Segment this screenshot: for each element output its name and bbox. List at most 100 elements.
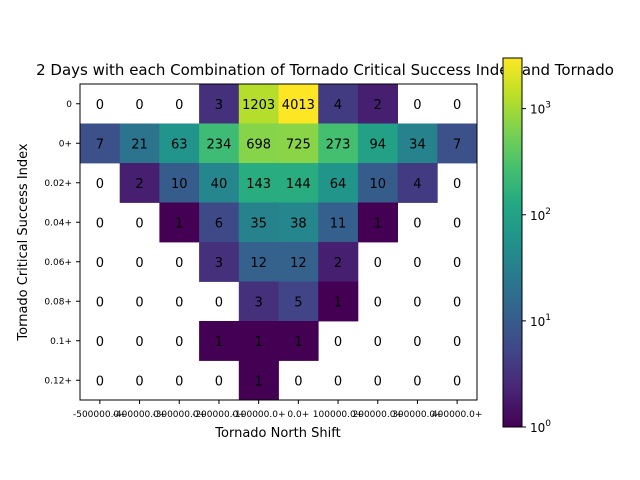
cell-value-label: 6 bbox=[215, 216, 223, 231]
cell-value-label: 0 bbox=[96, 177, 104, 192]
x-tick-label: -400000.0+ bbox=[113, 410, 167, 420]
cell-value-label: 725 bbox=[286, 137, 311, 152]
heatmap-cell bbox=[357, 123, 398, 164]
cell-value-label: 0 bbox=[374, 295, 382, 310]
heatmap-cell bbox=[318, 123, 359, 164]
cell-value-label: 0 bbox=[453, 177, 461, 192]
cell-value-label: 273 bbox=[326, 137, 351, 152]
heatmap-cell bbox=[318, 242, 359, 282]
colorbar-tick-label: 101 bbox=[530, 313, 551, 329]
cell-value-label: 0 bbox=[294, 374, 302, 389]
heatmap-cell bbox=[238, 163, 279, 203]
cell-value-label: 144 bbox=[286, 177, 311, 192]
heatmap-cell-labels: 0 0 0 3 1203 4013 4 2 0 07 21 63 234 698 725 273 94 34 70 2… bbox=[96, 98, 462, 390]
heatmap-cell bbox=[238, 84, 279, 124]
heatmap-cell bbox=[199, 84, 240, 124]
cell-value-label: 3 bbox=[255, 295, 263, 310]
heatmap-cell bbox=[199, 202, 240, 243]
cell-value-label: 0 bbox=[215, 374, 223, 389]
x-tick-label: 0.0+ bbox=[287, 410, 309, 420]
heatmap-cell bbox=[199, 242, 240, 282]
cell-value-label: 64 bbox=[330, 177, 347, 192]
y-tick-label: 0 bbox=[66, 100, 72, 110]
cell-value-label: 0 bbox=[453, 374, 461, 389]
cell-value-label: 0 bbox=[135, 216, 143, 231]
cell-value-label: 5 bbox=[294, 295, 302, 310]
cell-value-label: 0 bbox=[453, 295, 461, 310]
colorbar-tick-label: 100 bbox=[530, 419, 551, 435]
cell-value-label: 0 bbox=[96, 98, 104, 113]
cell-value-label: 0 bbox=[175, 256, 183, 271]
colorbar-ticks: 100 101 102 103 bbox=[522, 101, 551, 435]
cell-value-label: 1 bbox=[255, 374, 263, 389]
cell-value-label: 2 bbox=[334, 256, 342, 271]
heatmap-cell bbox=[159, 163, 200, 203]
cell-value-label: 0 bbox=[175, 295, 183, 310]
cell-value-label: 1 bbox=[175, 216, 183, 231]
cell-value-label: 7 bbox=[96, 137, 104, 152]
cell-value-label: 40 bbox=[211, 177, 228, 192]
cell-value-label: 0 bbox=[453, 335, 461, 350]
heatmap-cell bbox=[159, 202, 200, 243]
cell-value-label: 0 bbox=[453, 98, 461, 113]
cell-value-label: 0 bbox=[413, 98, 421, 113]
x-tick-label: 100000.0+ bbox=[313, 410, 363, 420]
heatmap-cell bbox=[437, 123, 478, 164]
colorbar bbox=[502, 57, 523, 428]
heatmap-cell bbox=[278, 202, 319, 243]
cell-value-label: 34 bbox=[409, 137, 426, 152]
heatmap-cells bbox=[80, 84, 478, 401]
cell-value-label: 0 bbox=[413, 216, 421, 231]
cell-value-label: 234 bbox=[207, 137, 232, 152]
cell-value-label: 0 bbox=[215, 295, 223, 310]
x-tick-label: -500000.0+ bbox=[73, 410, 127, 420]
heatmap-cell bbox=[199, 321, 240, 361]
cell-value-label: 0 bbox=[374, 256, 382, 271]
heatmap-cell bbox=[80, 123, 121, 164]
y-tick-label: 0.06+ bbox=[44, 258, 72, 268]
cell-value-label: 0 bbox=[135, 374, 143, 389]
cell-value-label: 0 bbox=[135, 98, 143, 113]
cell-value-label: 1 bbox=[294, 335, 302, 350]
cell-value-label: 2 bbox=[135, 177, 143, 192]
cell-value-label: 1203 bbox=[242, 98, 275, 113]
cell-value-label: 3 bbox=[215, 256, 223, 271]
x-tick-label: -300000.0+ bbox=[152, 410, 206, 420]
colorbar-tick-label: 103 bbox=[530, 101, 551, 117]
cell-value-label: 4013 bbox=[282, 98, 315, 113]
heatmap-cell bbox=[278, 321, 319, 361]
cell-value-label: 4 bbox=[413, 177, 421, 192]
cell-value-label: 3 bbox=[215, 98, 223, 113]
heatmap-cell bbox=[159, 123, 200, 164]
cell-value-label: 1 bbox=[374, 216, 382, 231]
cell-value-label: 0 bbox=[96, 216, 104, 231]
heatmap-cell bbox=[238, 123, 279, 164]
x-tick-label: 300000.0+ bbox=[392, 410, 442, 420]
cell-value-label: 0 bbox=[413, 374, 421, 389]
cell-value-label: 4 bbox=[334, 98, 342, 113]
y-tick-label: 0.08+ bbox=[44, 297, 72, 307]
cell-value-label: 0 bbox=[175, 335, 183, 350]
cell-value-label: 698 bbox=[246, 137, 271, 152]
y-tick-label: 0.04+ bbox=[44, 218, 72, 228]
colorbar-tick-label: 102 bbox=[530, 207, 551, 223]
cell-value-label: 38 bbox=[290, 216, 307, 231]
cell-value-label: 0 bbox=[374, 374, 382, 389]
heatmap-cell bbox=[318, 202, 359, 243]
cell-value-label: 0 bbox=[135, 335, 143, 350]
cell-value-label: 1 bbox=[215, 335, 223, 350]
cell-value-label: 0 bbox=[453, 216, 461, 231]
cell-value-label: 1 bbox=[334, 295, 342, 310]
cell-value-label: 0 bbox=[413, 335, 421, 350]
chart-title: 2 Days with each Combination of Tornado … bbox=[36, 61, 614, 79]
heatmap-cell bbox=[199, 123, 240, 164]
cell-value-label: 7 bbox=[453, 137, 461, 152]
cell-value-label: 1 bbox=[255, 335, 263, 350]
cell-value-label: 10 bbox=[369, 177, 386, 192]
heatmap-cell bbox=[278, 281, 319, 322]
cell-value-label: 0 bbox=[96, 374, 104, 389]
heatmap-cell bbox=[238, 242, 279, 282]
cell-value-label: 0 bbox=[96, 256, 104, 271]
y-tick-label: 0.02+ bbox=[44, 179, 72, 189]
